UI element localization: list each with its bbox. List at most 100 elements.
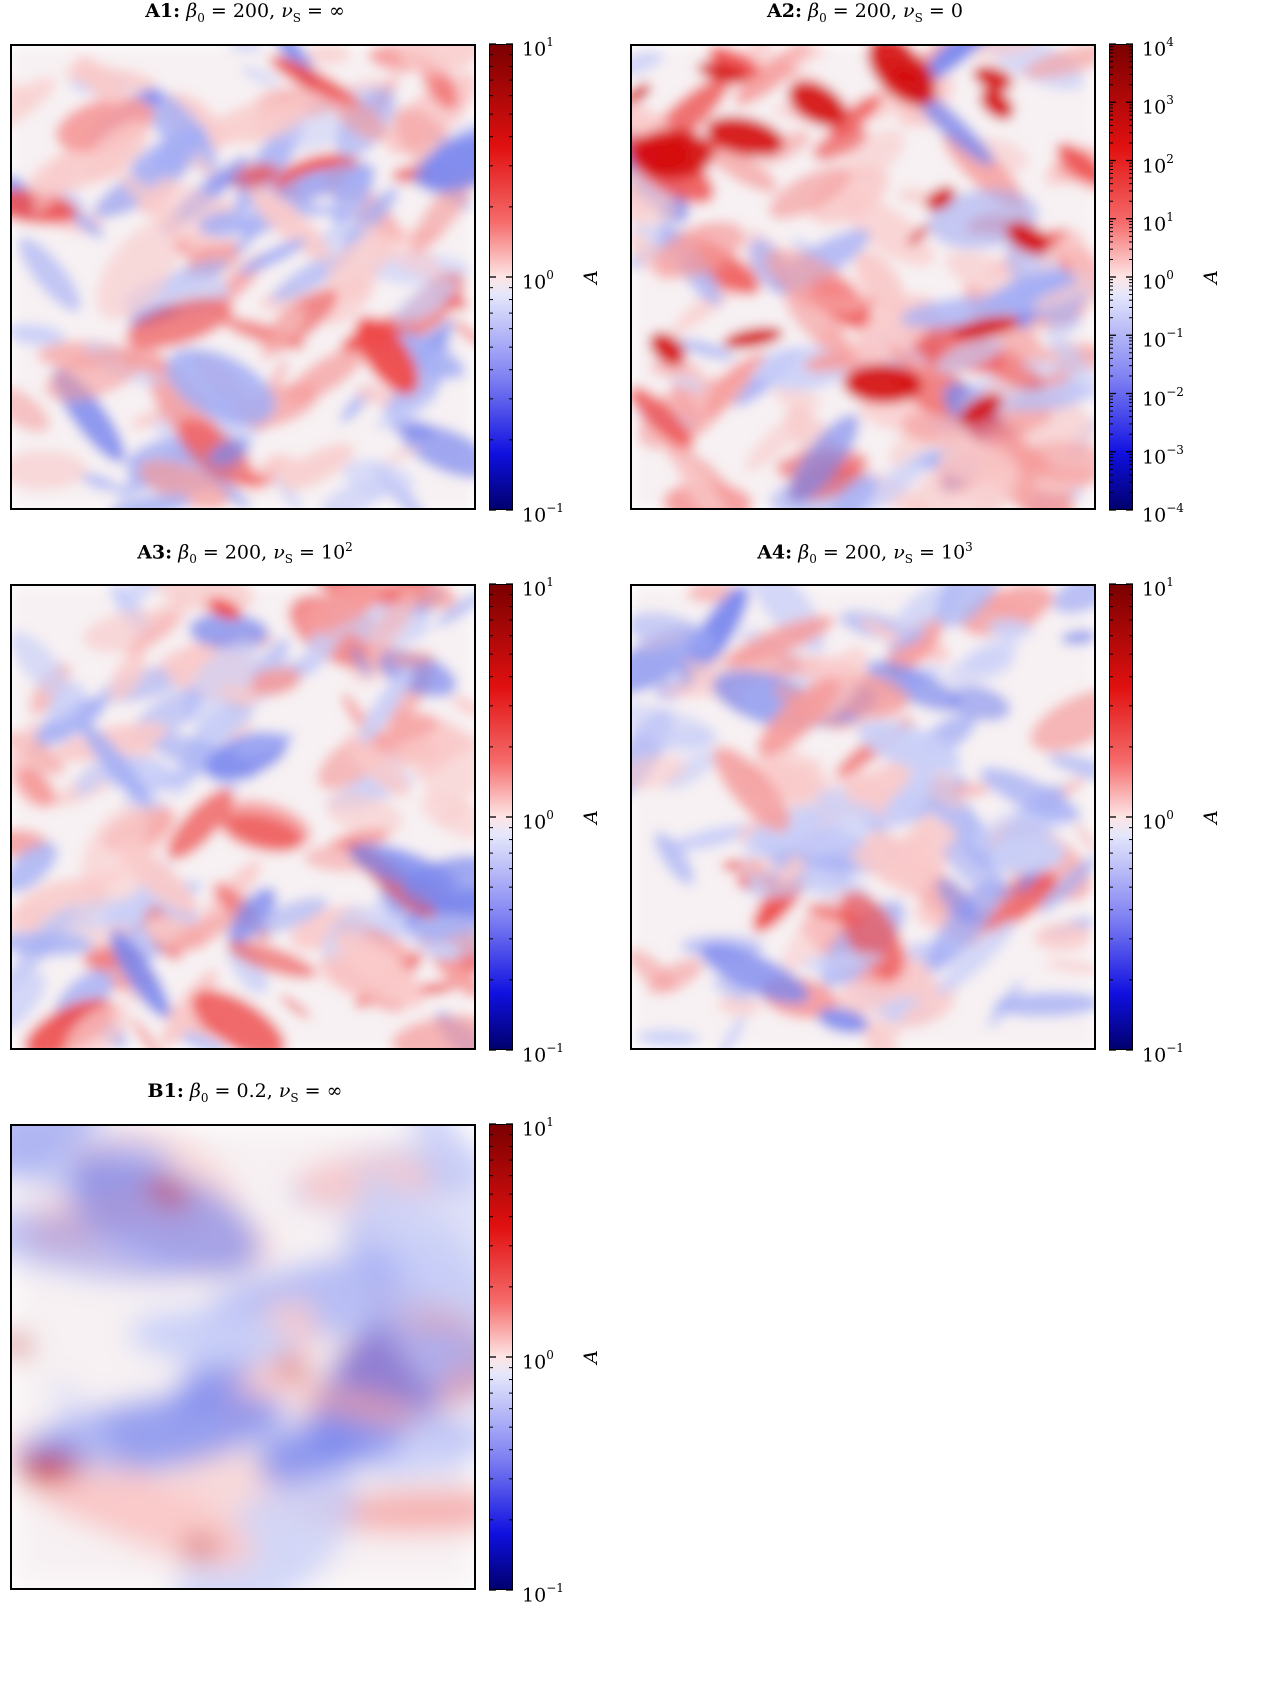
panel-title: A1: β0 = 200, νS = ∞: [10, 0, 480, 25]
beta-subscript: 0: [189, 552, 197, 567]
colorbar: [1109, 584, 1133, 1050]
tick-base: 10: [522, 504, 547, 527]
colorbar-tick-label: 10−3: [1142, 442, 1184, 467]
nu-subscript: S: [914, 10, 923, 25]
beta-symbol: β: [178, 541, 190, 564]
panel-label: A3:: [137, 541, 173, 564]
colorbar-tick-label: 10−1: [522, 1580, 564, 1605]
nu-exponent: 2: [345, 540, 353, 554]
colorbar: [489, 1124, 513, 1590]
colorbar-tick-label: 100: [522, 1347, 554, 1372]
nu-symbol: ν: [281, 0, 293, 22]
nu-subscript: S: [284, 552, 293, 567]
tick-base: 10: [1142, 271, 1167, 294]
tick-base: 10: [522, 38, 547, 61]
tick-exponent: −1: [1166, 1041, 1184, 1055]
colorbar-label: A: [1199, 270, 1222, 284]
tick-exponent: −1: [546, 1041, 564, 1055]
tick-base: 10: [1142, 213, 1167, 236]
tick-base: 10: [522, 811, 547, 834]
colorbar-tick-label: 101: [522, 1114, 554, 1139]
tick-exponent: −1: [546, 1581, 564, 1595]
tick-base: 10: [1142, 504, 1167, 527]
tick-exponent: 1: [1166, 209, 1174, 224]
colorbar-tick-label: 100: [1142, 267, 1174, 292]
beta-subscript: 0: [200, 1090, 209, 1105]
colorbar-tick-label: 101: [522, 34, 554, 59]
nu-value: = 0: [922, 0, 963, 22]
tick-exponent: 1: [546, 1115, 554, 1129]
colorbar-label: A: [579, 1350, 602, 1364]
tick-base: 10: [522, 271, 547, 294]
panel-title: A3: β0 = 200, νS = 102: [10, 540, 480, 566]
colorbar-tick-label: 10−1: [522, 500, 564, 525]
panel-label: B1:: [147, 1080, 184, 1102]
tick-base: 10: [1142, 154, 1167, 177]
tick-base: 10: [522, 1584, 547, 1607]
panel-title: A2: β0 = 200, νS = 0: [630, 0, 1100, 25]
heatmap-field: [10, 1124, 476, 1590]
panel-b1: B1: β0 = 0.2, νS = ∞ 101 100 10−1 A: [0, 1080, 620, 1620]
heatmap-field: [630, 584, 1096, 1050]
tick-base: 10: [1142, 811, 1167, 834]
beta-subscript: 0: [819, 10, 827, 25]
beta-symbol: β: [798, 541, 810, 564]
tick-exponent: 0: [546, 268, 554, 282]
beta-subscript: 0: [197, 10, 205, 25]
nu-value: = ∞: [298, 1080, 343, 1102]
panel-a2: A2: β0 = 200, νS = 0 104 103 102 101 100 10−1 1…: [620, 0, 1240, 540]
nu-subscript: S: [290, 1090, 299, 1105]
tick-base: 10: [522, 1118, 547, 1141]
tick-exponent: −3: [1166, 442, 1184, 457]
beta-subscript: 0: [809, 552, 817, 567]
beta-value: = 200,: [826, 0, 904, 22]
heatmap-field: [10, 44, 476, 510]
tick-exponent: −1: [1166, 326, 1184, 341]
tick-exponent: −4: [1166, 501, 1184, 515]
tick-exponent: 0: [1166, 268, 1174, 282]
panel-label: A1:: [145, 0, 181, 22]
colorbar: [1109, 44, 1133, 510]
colorbar-label: A: [579, 270, 602, 284]
nu-symbol: ν: [273, 541, 285, 564]
colorbar: [489, 584, 513, 1050]
colorbar-tick-label: 10−2: [1142, 384, 1184, 409]
tick-base: 10: [522, 578, 547, 601]
tick-exponent: 0: [1166, 808, 1174, 822]
colorbar-tick-label: 10−1: [1142, 325, 1184, 350]
nu-symbol: ν: [278, 1080, 291, 1102]
heatmap-field: [630, 44, 1096, 510]
nu-value: = 10: [292, 541, 346, 564]
beta-symbol: β: [189, 1080, 201, 1102]
nu-value: = 10: [912, 541, 966, 564]
heatmap-field: [10, 584, 476, 1050]
colorbar-tick-label: 101: [1142, 574, 1174, 599]
tick-base: 10: [522, 1044, 547, 1067]
tick-base: 10: [1142, 38, 1167, 61]
tick-exponent: 2: [1166, 151, 1174, 166]
tick-exponent: 1: [546, 35, 554, 49]
panel-title: B1: β0 = 0.2, νS = ∞: [10, 1080, 480, 1105]
tick-exponent: 1: [1166, 575, 1174, 589]
colorbar: [489, 44, 513, 510]
colorbar-tick-label: 100: [522, 267, 554, 292]
tick-base: 10: [1142, 329, 1167, 352]
tick-base: 10: [1142, 96, 1167, 119]
tick-exponent: −1: [546, 501, 564, 515]
colorbar-tick-label: 10−1: [522, 1040, 564, 1065]
colorbar-tick-label: 104: [1142, 34, 1174, 59]
tick-exponent: −2: [1166, 384, 1184, 399]
beta-symbol: β: [186, 0, 198, 22]
beta-value: = 0.2,: [208, 1080, 279, 1102]
colorbar-label: A: [579, 810, 602, 824]
panel-a4: A4: β0 = 200, νS = 103 101 100 10−1 A: [620, 540, 1240, 1080]
panel-label: A4:: [757, 541, 793, 564]
panel-a1: A1: β0 = 200, νS = ∞ 101 100 10−1 A: [0, 0, 620, 540]
panel-title: A4: β0 = 200, νS = 103: [630, 540, 1100, 566]
colorbar-tick-label: 100: [522, 807, 554, 832]
colorbar-tick-label: 101: [522, 574, 554, 599]
nu-value: = ∞: [300, 0, 345, 22]
colorbar-tick-label: 10−1: [1142, 1040, 1184, 1065]
tick-exponent: 1: [546, 575, 554, 589]
tick-base: 10: [1142, 387, 1167, 410]
